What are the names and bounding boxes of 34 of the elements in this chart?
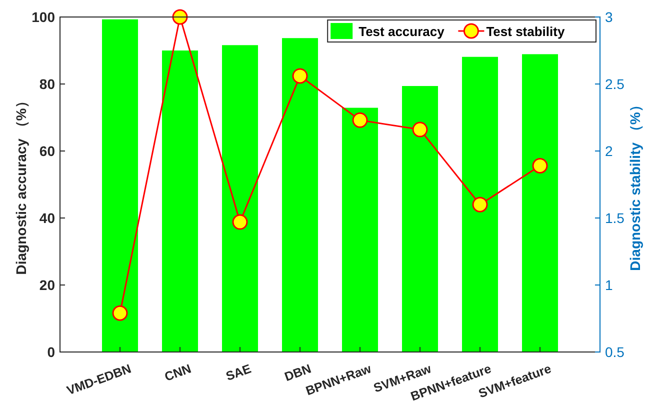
y2-tick-label: 1.5 <box>605 210 625 226</box>
x-tick-label: CNN <box>162 362 194 384</box>
y-tick-label: 0 <box>47 344 56 360</box>
point <box>472 196 488 212</box>
legend-label: Test stability <box>486 24 566 39</box>
bar <box>522 54 558 352</box>
y2-tick-label: 2.5 <box>605 76 625 92</box>
bar <box>282 38 318 352</box>
y2-tick-label: 1 <box>605 277 613 293</box>
y-tick-label: 80 <box>39 76 56 92</box>
point <box>292 68 308 84</box>
bar <box>402 86 438 352</box>
point <box>232 214 248 230</box>
y2-tick-label: 2 <box>605 143 613 159</box>
point <box>412 122 428 138</box>
point <box>532 158 548 174</box>
x-tick-label: SAE <box>224 362 254 384</box>
bar <box>102 19 138 352</box>
y-tick-label: 20 <box>39 277 56 293</box>
y2-tick-label: 0.5 <box>605 344 625 360</box>
y2-tick-label: 3 <box>605 9 613 25</box>
y-tick-label: 100 <box>32 9 56 25</box>
bar <box>342 108 378 352</box>
y-tick-label: 60 <box>39 143 56 159</box>
point <box>112 305 128 321</box>
bar <box>162 50 198 352</box>
y2-axis-title: Diagnostic stability （%） <box>627 98 643 271</box>
bar <box>462 56 498 352</box>
legend-label: Test accuracy <box>358 24 446 39</box>
y-tick-label: 40 <box>39 210 56 226</box>
point <box>352 112 368 128</box>
y-axis-title: Diagnostic accuracy （%） <box>13 94 29 275</box>
bar <box>222 45 258 352</box>
point <box>172 9 188 25</box>
